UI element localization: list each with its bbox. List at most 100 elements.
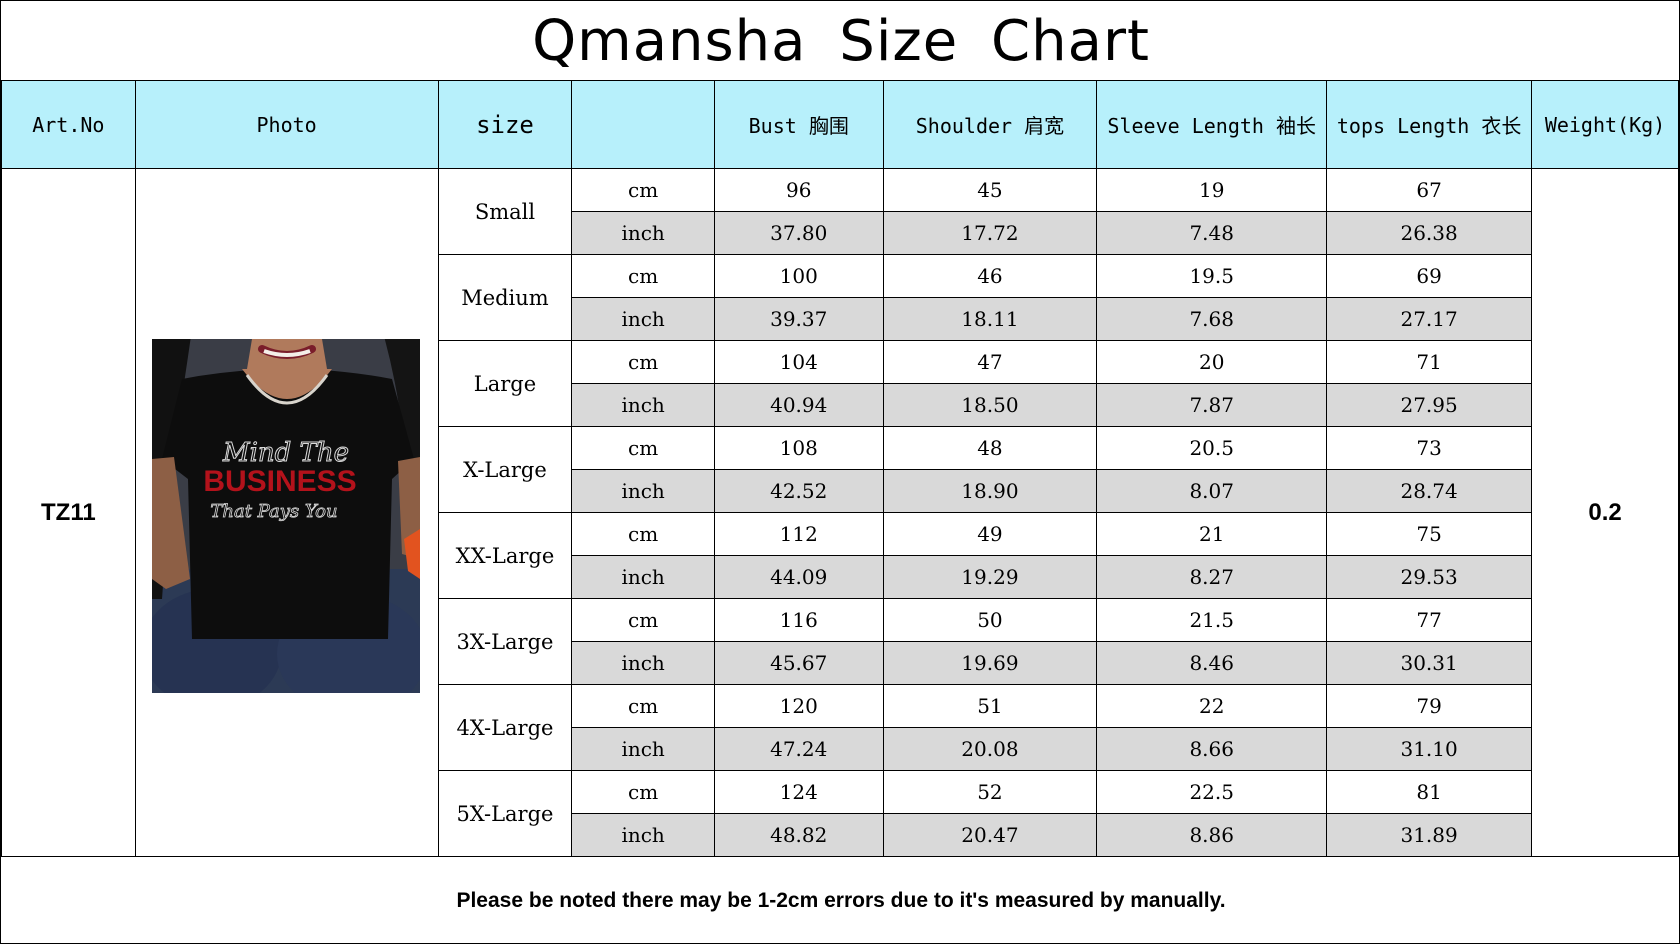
bust-value: 37.80 [713, 211, 884, 255]
table-row: inch 48.82 20.47 8.86 31.89 [2, 813, 1679, 857]
sleeve-length-value: 8.46 [1096, 641, 1328, 685]
sleeve-length-value: 7.87 [1096, 383, 1328, 427]
bust-value: 45.67 [713, 641, 884, 685]
unit-label: inch [571, 297, 715, 341]
bust-value: 40.94 [713, 383, 884, 427]
unit-label: cm [571, 340, 715, 384]
weight-value: 0.2 [1531, 168, 1679, 857]
bust-value: 120 [713, 684, 884, 728]
tops-length-value: 67 [1326, 168, 1533, 212]
bust-value: 104 [713, 340, 884, 384]
bust-value: 48.82 [713, 813, 884, 857]
photo-cell: Mind The BUSINESS That Pays You [134, 168, 439, 857]
unit-label: cm [571, 770, 715, 814]
shoulder-value: 45 [882, 168, 1098, 212]
tops-length-value: 29.53 [1326, 555, 1533, 599]
tops-length-value: 30.31 [1326, 641, 1533, 685]
bust-value: 39.37 [713, 297, 884, 341]
table-row: TZ11 Mind The BUSINESS That Pays You Sma… [1, 168, 1679, 857]
table-row: 5X-Large cm 124 52 22.5 81 [2, 770, 1679, 857]
photo-text-line2: BUSINESS [203, 465, 356, 498]
header-weight: Weight(Kg) [1531, 80, 1679, 169]
shoulder-value: 52 [882, 770, 1098, 814]
table-header-row: Art.No Photo size Bust 胸围 Shoulder 肩宽 Sl… [1, 80, 1679, 169]
bust-value: 96 [713, 168, 884, 212]
header-tops-length: tops Length 衣长 [1326, 80, 1533, 169]
sleeve-length-value: 22 [1096, 684, 1328, 728]
header-photo: Photo [134, 80, 439, 169]
table-row: inch 39.37 18.11 7.68 27.17 [2, 297, 1679, 341]
table-row: XX-Large cm 112 49 21 75 [2, 512, 1679, 599]
tshirt-photo-image: Mind The BUSINESS That Pays You [141, 329, 427, 714]
shoulder-value: 20.08 [882, 727, 1098, 771]
unit-label: inch [571, 641, 715, 685]
header-bust: Bust 胸围 [713, 80, 884, 169]
size-name: XX-Large [437, 512, 573, 599]
shoulder-value: 50 [882, 598, 1098, 642]
sleeve-length-value: 8.66 [1096, 727, 1328, 771]
tops-length-value: 73 [1326, 426, 1533, 470]
tops-length-value: 77 [1326, 598, 1533, 642]
shoulder-value: 47 [882, 340, 1098, 384]
size-name: X-Large [437, 426, 573, 513]
shoulder-value: 51 [882, 684, 1098, 728]
sleeve-length-value: 8.27 [1096, 555, 1328, 599]
sleeve-length-value: 8.07 [1096, 469, 1328, 513]
table-row: X-Large cm 108 48 20.5 73 [2, 426, 1679, 513]
bust-value: 100 [713, 254, 884, 298]
unit-label: inch [571, 555, 715, 599]
size-name: 4X-Large [437, 684, 573, 771]
header-size: size [437, 80, 573, 169]
table-body: TZ11 Mind The BUSINESS That Pays You Sma… [1, 168, 1679, 857]
unit-label: inch [571, 813, 715, 857]
header-sleeve-length: Sleeve Length 袖长 [1096, 80, 1328, 169]
sleeve-length-value: 21 [1096, 512, 1328, 556]
header-art-no: Art.No [1, 80, 136, 169]
art-no-value: TZ11 [1, 168, 136, 857]
bust-value: 42.52 [713, 469, 884, 513]
sleeve-length-value: 20 [1096, 340, 1328, 384]
table-row: 3X-Large cm 116 50 21.5 77 [2, 598, 1679, 685]
unit-label: inch [571, 211, 715, 255]
tops-length-value: 81 [1326, 770, 1533, 814]
table-row: 4X-Large cm 120 51 22 79 [2, 684, 1679, 771]
unit-label: cm [571, 512, 715, 556]
table-row: inch 42.52 18.90 8.07 28.74 [2, 469, 1679, 513]
sleeve-length-value: 19 [1096, 168, 1328, 212]
table-row: Medium cm 100 46 19.5 69 [2, 254, 1679, 341]
sleeve-length-value: 7.48 [1096, 211, 1328, 255]
unit-label: cm [571, 254, 715, 298]
bust-value: 108 [713, 426, 884, 470]
sleeve-length-value: 21.5 [1096, 598, 1328, 642]
unit-label: inch [571, 727, 715, 771]
shoulder-value: 18.11 [882, 297, 1098, 341]
tops-length-value: 27.95 [1326, 383, 1533, 427]
unit-label: inch [571, 469, 715, 513]
size-name: 3X-Large [437, 598, 573, 685]
bust-value: 47.24 [713, 727, 884, 771]
tops-length-value: 71 [1326, 340, 1533, 384]
unit-label: cm [571, 426, 715, 470]
shoulder-value: 20.47 [882, 813, 1098, 857]
product-photo: Mind The BUSINESS That Pays You [141, 329, 427, 714]
photo-text-line3: That Pays You [210, 501, 337, 522]
shoulder-value: 18.50 [882, 383, 1098, 427]
tops-length-value: 31.89 [1326, 813, 1533, 857]
bust-value: 124 [713, 770, 884, 814]
tops-length-value: 26.38 [1326, 211, 1533, 255]
sleeve-length-value: 7.68 [1096, 297, 1328, 341]
table-row: inch 44.09 19.29 8.27 29.53 [2, 555, 1679, 599]
size-name: 5X-Large [437, 770, 573, 857]
sleeve-length-value: 20.5 [1096, 426, 1328, 470]
measurement-note: Please be noted there may be 1-2cm error… [1, 856, 1680, 945]
shoulder-value: 17.72 [882, 211, 1098, 255]
page-title: Qmansha Size Chart [532, 8, 1150, 74]
tops-length-value: 69 [1326, 254, 1533, 298]
size-table: Art.No Photo size Bust 胸围 Shoulder 肩宽 Sl… [1, 80, 1679, 857]
size-name: Large [437, 340, 573, 427]
shoulder-value: 19.29 [882, 555, 1098, 599]
header-unit [571, 80, 715, 169]
bust-value: 116 [713, 598, 884, 642]
shoulder-value: 19.69 [882, 641, 1098, 685]
